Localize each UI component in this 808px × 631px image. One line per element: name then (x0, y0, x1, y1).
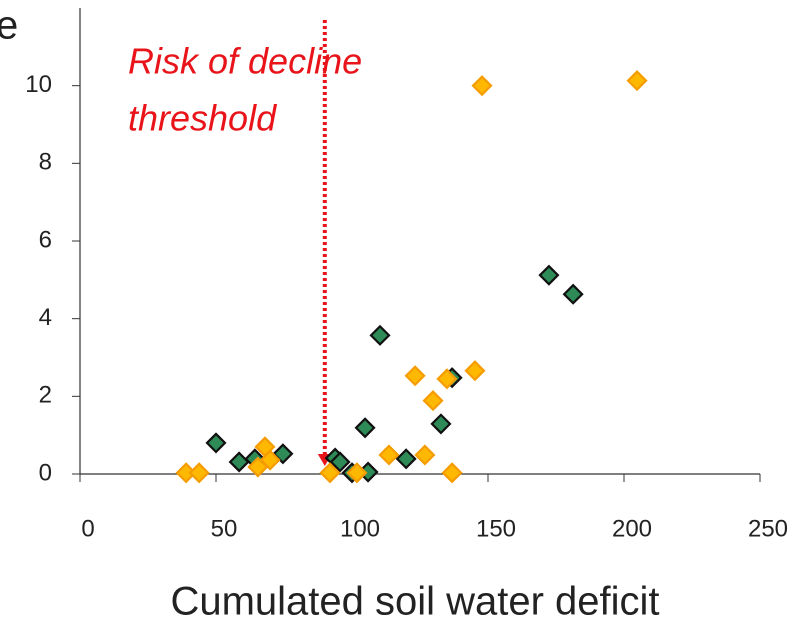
point (378, 444, 400, 466)
point (205, 432, 227, 454)
annotation-text: Risk of decline (128, 41, 362, 82)
point (354, 417, 376, 439)
point (329, 451, 351, 473)
point (259, 449, 281, 471)
point (471, 75, 493, 97)
point (562, 283, 584, 305)
point (430, 413, 452, 435)
point (404, 365, 426, 387)
point (395, 448, 417, 470)
point (436, 368, 458, 390)
point (319, 462, 341, 484)
y-axis-label: e (0, 4, 18, 48)
y-tick-label: 4 (39, 304, 52, 331)
point (188, 462, 210, 484)
y-tick-label: 0 (39, 459, 52, 486)
annotation-text: threshold (128, 98, 277, 139)
x-tick-label: 200 (612, 515, 652, 542)
point (346, 462, 368, 484)
y-tick-label: 10 (25, 71, 52, 98)
x-tick-label: 250 (748, 515, 788, 542)
point (228, 451, 250, 473)
point (464, 360, 486, 382)
point (414, 444, 436, 466)
y-tick-label: 8 (39, 149, 52, 176)
point (441, 462, 463, 484)
point (422, 390, 444, 412)
point (626, 70, 648, 92)
point (272, 443, 294, 465)
point (369, 324, 391, 346)
x-tick-label: 100 (340, 515, 380, 542)
y-tick-label: 2 (39, 382, 52, 409)
x-tick-label: 50 (211, 515, 238, 542)
y-tick-label: 6 (39, 226, 52, 253)
x-axis-label: Cumulated soil water deficit (170, 580, 659, 624)
x-tick-label: 150 (476, 515, 516, 542)
point (538, 264, 560, 286)
x-tick-label: 0 (81, 515, 94, 542)
